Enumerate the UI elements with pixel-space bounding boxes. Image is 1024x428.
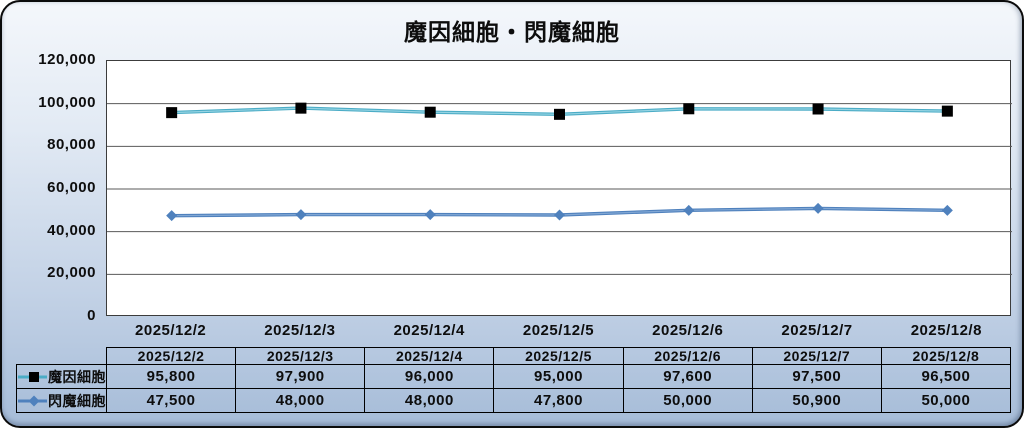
square-marker-icon <box>683 103 695 115</box>
table-value-cell: 50,000 <box>880 388 1012 413</box>
x-axis-tick-label: 2025/12/6 <box>652 322 724 339</box>
table-header-row: 2025/12/2 2025/12/3 2025/12/4 2025/12/5 2025… <box>17 347 1012 365</box>
y-axis-labels: 0 20,000 40,000 60,000 80,000 100,000 120,000 <box>2 2 96 426</box>
table-header-cell: 2025/12/2 <box>105 347 237 365</box>
x-axis-tick-label: 2025/12/5 <box>522 322 595 339</box>
table-value-cell: 47,800 <box>493 388 624 413</box>
y-axis-tick-label: 100,000 <box>38 93 96 111</box>
table-value-cell: 96,500 <box>880 364 1012 389</box>
plot-svg <box>107 102 1012 275</box>
x-axis-tick-label: 2025/12/7 <box>781 322 853 339</box>
table-value-cell: 50,000 <box>622 388 753 413</box>
table-header-cell: 2025/12/3 <box>235 347 366 365</box>
table-value-cell: 48,000 <box>235 388 366 413</box>
table-row: 閃魔細胞 47,500 48,000 48,000 47,800 50,000 50,900… <box>16 388 1012 413</box>
series-name-label: 魔因細胞 <box>48 368 106 385</box>
table-header-cell: 2025/12/4 <box>364 347 495 365</box>
diamond-marker-icon <box>554 209 565 221</box>
y-axis-tick-label: 40,000 <box>47 221 96 239</box>
plot-area <box>106 60 1012 316</box>
table-header-cell: 2025/12/7 <box>751 347 882 365</box>
square-marker-icon <box>941 105 953 117</box>
y-axis-tick-label: 80,000 <box>47 136 96 154</box>
diamond-marker-icon <box>424 209 436 221</box>
table-header-cell: 2025/12/6 <box>622 347 753 365</box>
data-table: 2025/12/2 2025/12/3 2025/12/4 2025/12/5 2025… <box>16 347 1012 413</box>
y-axis-tick-label: 120,000 <box>38 51 96 68</box>
x-axis-tick-label: 2025/12/2 <box>135 322 207 339</box>
x-axis-tick-label: 2025/12/8 <box>910 322 982 339</box>
table-value-cell: 47,500 <box>105 388 237 413</box>
chart-title: 魔因細胞・閃魔細胞 <box>404 19 620 45</box>
square-marker-icon <box>812 103 824 115</box>
table-value-cell: 50,900 <box>751 388 882 413</box>
table-corner-cell <box>17 348 107 365</box>
x-axis-labels: 2025/12/2 2025/12/3 2025/12/4 2025/12/5 2025… <box>106 319 1011 343</box>
table-value-cell: 97,900 <box>235 364 366 389</box>
y-axis-tick-label: 20,000 <box>47 264 96 282</box>
table-value-cell: 97,500 <box>751 364 882 389</box>
diamond-marker-icon <box>295 209 307 221</box>
x-axis-tick-label: 2025/12/4 <box>393 322 465 339</box>
table-value-cell: 48,000 <box>364 388 495 413</box>
table-row: 魔因細胞 95,800 97,900 96,000 95,000 97,600 97,500… <box>16 364 1012 389</box>
series-name-label: 閃魔細胞 <box>48 392 106 409</box>
table-header-cell: 2025/12/5 <box>493 347 624 365</box>
square-marker-icon <box>166 107 178 119</box>
diamond-legend-marker-icon <box>18 395 47 406</box>
diamond-marker-icon <box>683 204 695 216</box>
table-header-cell: 2025/12/8 <box>880 347 1012 365</box>
y-axis-tick-label: 0 <box>87 307 96 324</box>
square-marker-icon <box>295 102 307 114</box>
diamond-marker-icon <box>166 210 178 222</box>
square-marker-icon <box>554 108 565 120</box>
table-value-cell: 95,800 <box>105 364 237 389</box>
table-value-cell: 97,600 <box>622 364 753 389</box>
table-value-cell: 95,000 <box>493 364 624 389</box>
diamond-marker-icon <box>812 202 824 214</box>
diamond-marker-icon <box>941 204 953 216</box>
table-value-cell: 96,000 <box>364 364 495 389</box>
series-legend-cell-2: 閃魔細胞 <box>16 388 107 413</box>
x-axis-tick-label: 2025/12/3 <box>264 322 336 339</box>
square-marker-icon <box>424 106 436 118</box>
series-legend-cell-1: 魔因細胞 <box>16 364 107 389</box>
square-legend-marker-icon <box>18 371 47 382</box>
y-axis-tick-label: 60,000 <box>47 179 96 196</box>
